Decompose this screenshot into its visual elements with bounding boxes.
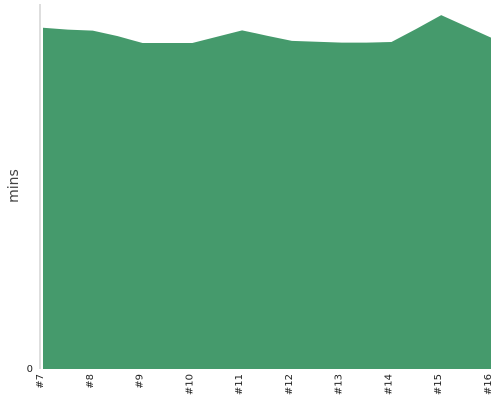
x-tick-label-15: #15 [433, 374, 444, 395]
x-tick-label-8: #8 [85, 374, 96, 389]
x-tick-label-7: #7 [35, 374, 46, 389]
x-tick-label-14: #14 [383, 374, 394, 395]
area-series [43, 15, 491, 369]
x-tick-label-12: #12 [284, 374, 295, 395]
y-axis-label: mins [6, 169, 22, 203]
x-axis-ticks: #7 #8 #9 #10 #11 #12 #13 #14 #15 #16 [35, 374, 494, 395]
x-tick-label-16: #16 [483, 374, 494, 395]
y-tick-label-0: 0 [27, 364, 33, 375]
x-tick-label-11: #11 [234, 374, 245, 395]
x-tick-label-9: #9 [135, 374, 146, 389]
x-tick-label-13: #13 [334, 374, 345, 395]
plot-area [43, 15, 491, 369]
x-tick-label-10: #10 [184, 374, 195, 395]
